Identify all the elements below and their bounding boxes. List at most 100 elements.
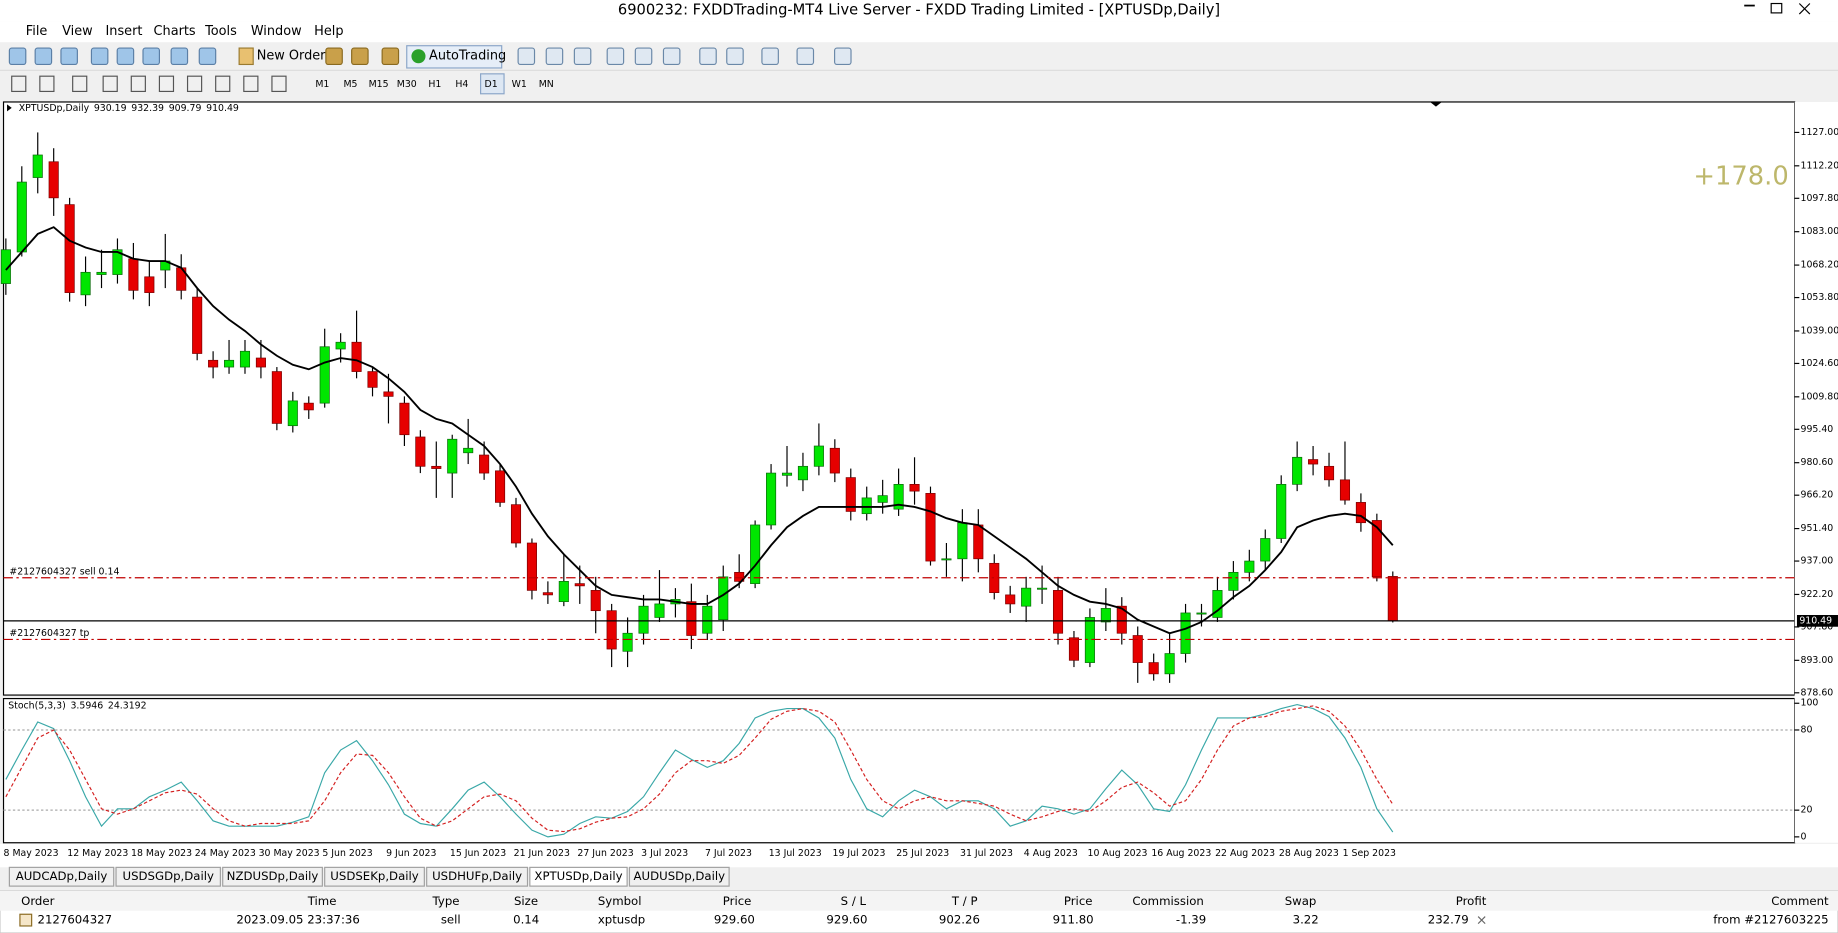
- chart-tab-label[interactable]: USDHUFp,Daily: [432, 869, 522, 883]
- restore[interactable]: [1770, 2, 1783, 14]
- tool-icon[interactable]: [243, 75, 259, 93]
- column-header[interactable]: Symbol: [598, 894, 642, 908]
- toolbar-icon[interactable]: [198, 47, 217, 66]
- toolbar-icon[interactable]: [238, 47, 254, 66]
- toolbar-icon[interactable]: [662, 47, 681, 66]
- chart-tab[interactable]: [426, 866, 529, 887]
- column-header[interactable]: Price: [1064, 894, 1093, 908]
- column-header[interactable]: S / L: [841, 894, 867, 908]
- toolbar-icon[interactable]: [796, 47, 815, 66]
- column-header[interactable]: Size: [514, 894, 538, 908]
- toolbar-icon[interactable]: [34, 47, 53, 66]
- column-header[interactable]: Swap: [1285, 894, 1317, 908]
- candle-body: [96, 271, 107, 275]
- autotrading-label[interactable]: AutoTrading: [429, 49, 506, 64]
- toolbar-icon[interactable]: [834, 47, 852, 66]
- toolbar-icon[interactable]: [606, 47, 625, 66]
- tool-icon[interactable]: [271, 75, 287, 93]
- table-cell: -1.39: [1176, 913, 1206, 927]
- minimize[interactable]: [1744, 4, 1755, 7]
- menu-item[interactable]: Help: [314, 24, 343, 39]
- new-order-button[interactable]: New Order: [257, 49, 326, 64]
- autotrading-button[interactable]: [406, 45, 503, 69]
- toolbar-icon[interactable]: [170, 47, 189, 66]
- table-cell: 902.26: [939, 913, 980, 927]
- candle-body: [463, 447, 474, 454]
- menu-item[interactable]: View: [62, 24, 93, 39]
- toolbar-icon[interactable]: [351, 47, 369, 66]
- chart-tab[interactable]: [529, 866, 628, 887]
- toolbar-icon[interactable]: [517, 47, 536, 66]
- column-header[interactable]: Time: [307, 894, 337, 908]
- window-controls[interactable]: [1744, 2, 1811, 15]
- chart-tab[interactable]: [115, 866, 221, 887]
- column-header[interactable]: Comment: [1771, 894, 1829, 908]
- chart-tab[interactable]: [324, 866, 425, 887]
- toolbar-icon[interactable]: [699, 47, 717, 66]
- toolbar-icon[interactable]: [761, 47, 779, 66]
- header-close: 910.49: [206, 102, 239, 113]
- toolbar-icon[interactable]: [116, 47, 135, 66]
- timeframe-button[interactable]: M15: [369, 79, 389, 90]
- candle-body: [686, 601, 697, 636]
- x-tick-label: 15 Jun 2023: [450, 848, 506, 859]
- tool-icon[interactable]: [39, 75, 55, 93]
- candle-body: [606, 610, 617, 650]
- candle-body: [638, 605, 649, 634]
- tool-icon[interactable]: [72, 75, 88, 93]
- tool-icon[interactable]: [158, 75, 175, 93]
- toolbar-icon[interactable]: [381, 47, 400, 66]
- candle-body: [861, 497, 872, 515]
- candle-body: [877, 495, 888, 503]
- close-order[interactable]: [1477, 916, 1486, 925]
- menu-item[interactable]: File: [26, 24, 48, 39]
- column-header[interactable]: Type: [432, 894, 460, 908]
- toolbar-icon[interactable]: [726, 47, 744, 66]
- column-header[interactable]: Price: [723, 894, 752, 908]
- timeframe-button[interactable]: H1: [428, 79, 441, 90]
- tool-icon[interactable]: [186, 75, 203, 93]
- chart-tab-label[interactable]: NZDUSDp,Daily: [227, 869, 319, 883]
- tool-icon[interactable]: [130, 75, 146, 93]
- tool-icon[interactable]: [215, 75, 231, 93]
- timeframe-button[interactable]: D1: [485, 79, 498, 90]
- timeframe-button[interactable]: MN: [539, 79, 554, 90]
- tool-icon[interactable]: [102, 75, 118, 93]
- chart-tab[interactable]: [222, 866, 323, 887]
- toolbar-icon[interactable]: [90, 47, 109, 66]
- toolbar-icon[interactable]: [8, 47, 27, 66]
- chart-tab-label[interactable]: AUDCADp,Daily: [16, 869, 108, 883]
- chart-tab[interactable]: [628, 866, 730, 887]
- menu-item[interactable]: Charts: [154, 24, 196, 39]
- toolbar-icon[interactable]: [325, 47, 343, 66]
- column-header[interactable]: Profit: [1456, 894, 1487, 908]
- toolbar-icon[interactable]: [142, 47, 161, 66]
- chart-tab-label[interactable]: AUDUSDp,Daily: [634, 869, 726, 883]
- toolbar-icon[interactable]: [573, 47, 592, 66]
- chart-tab-label[interactable]: USDSGDp,Daily: [123, 869, 214, 883]
- column-header[interactable]: Commission: [1132, 894, 1204, 908]
- column-header[interactable]: Order: [21, 894, 54, 908]
- chart-tab[interactable]: [8, 866, 115, 887]
- menu-item[interactable]: Tools: [204, 24, 237, 39]
- column-header[interactable]: T / P: [951, 894, 978, 908]
- toolbar-icon[interactable]: [545, 47, 564, 66]
- timeframe-button[interactable]: H4: [455, 79, 468, 90]
- timeframe-button[interactable]: M1: [315, 79, 329, 90]
- close[interactable]: [1798, 3, 1811, 15]
- autotrading-icon[interactable]: [411, 49, 426, 64]
- toolbar-icon[interactable]: [634, 47, 653, 66]
- menu-item[interactable]: Window: [251, 24, 302, 39]
- candle-body: [829, 447, 840, 474]
- timeframe-button[interactable]: W1: [512, 79, 527, 90]
- timeframe-button[interactable]: M5: [343, 79, 357, 90]
- menu-item[interactable]: Insert: [105, 24, 142, 39]
- candle-body: [208, 359, 219, 368]
- tool-icon[interactable]: [11, 75, 27, 93]
- chart-tab-label[interactable]: XPTUSDp,Daily: [534, 869, 622, 883]
- toolbar-icon[interactable]: [60, 47, 78, 66]
- timeframe-button[interactable]: M30: [397, 79, 417, 90]
- chart-tab-label[interactable]: USDSEKp,Daily: [330, 869, 418, 883]
- candle-body: [925, 493, 936, 562]
